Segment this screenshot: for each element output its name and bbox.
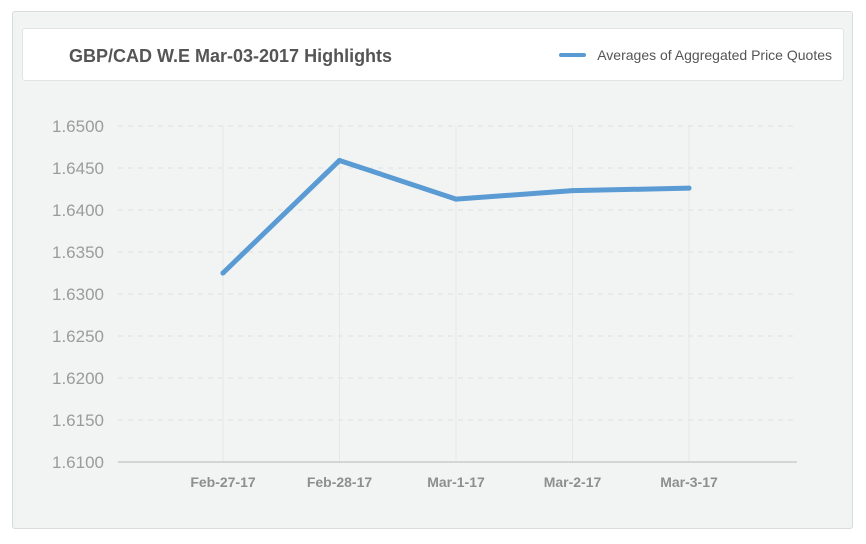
series-layer <box>220 157 692 276</box>
axis-layer: 1.6100 1.6150 1.6200 1.6250 1.6300 1.6350 1.64… <box>52 117 797 490</box>
y-tick-label: 1.6450 <box>52 159 104 178</box>
x-tick-label: Mar-3-17 <box>660 474 718 490</box>
y-tick-label: 1.6300 <box>52 285 104 304</box>
y-tick-label: 1.6350 <box>52 243 104 262</box>
y-tick-label: 1.6200 <box>52 369 104 388</box>
chart-title: GBP/CAD W.E Mar-03-2017 Highlights <box>69 46 393 66</box>
y-tick-label: 1.6150 <box>52 411 104 430</box>
data-point[interactable] <box>453 196 459 202</box>
grid-layer <box>118 125 797 462</box>
y-tick-label: 1.6500 <box>52 117 104 136</box>
y-tick-label: 1.6100 <box>52 453 104 472</box>
data-point[interactable] <box>337 157 342 163</box>
x-tick-label: Feb-28-17 <box>307 474 373 490</box>
chart-legend[interactable]: Averages of Aggregated Price Quotes <box>559 47 832 63</box>
x-tick-label: Mar-1-17 <box>427 474 485 490</box>
legend-swatch <box>559 53 587 57</box>
chart-header: GBP/CAD W.E Mar-03-2017 Highlights Avera… <box>22 28 844 81</box>
x-tick-label: Mar-2-17 <box>544 474 602 490</box>
legend-label: Averages of Aggregated Price Quotes <box>597 47 832 63</box>
y-tick-label: 1.6250 <box>52 327 104 346</box>
data-point[interactable] <box>570 188 575 194</box>
y-tick-label: 1.6400 <box>52 201 104 220</box>
data-point[interactable] <box>220 270 226 276</box>
x-tick-label: Feb-27-17 <box>190 474 256 490</box>
data-point[interactable] <box>686 185 692 191</box>
chart-card <box>12 11 853 529</box>
